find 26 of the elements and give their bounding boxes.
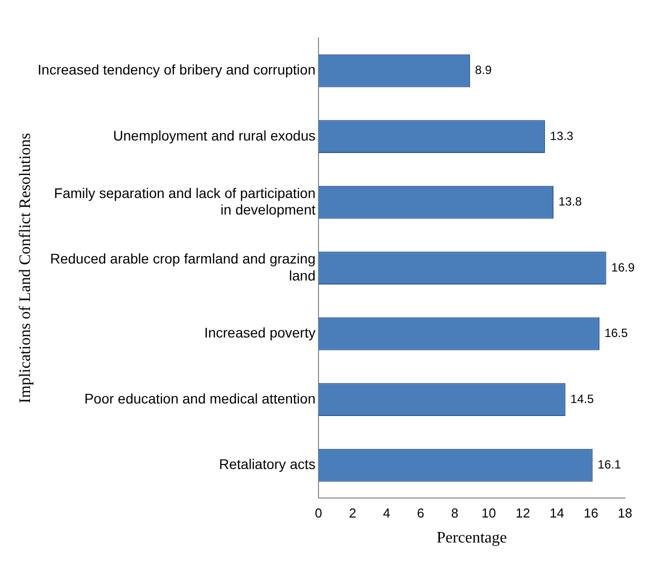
y-tick-label: Increased tendency of bribery and corruption	[38, 62, 316, 78]
x-tick-label: 6	[417, 506, 424, 521]
data-label: 13.8	[558, 194, 582, 209]
y-tick-label: Poor education and medical attention	[84, 390, 316, 406]
x-tick-label: 18	[618, 506, 632, 521]
x-tick-label: 0	[314, 506, 322, 521]
data-label: 16.1	[598, 458, 622, 472]
x-tick-label: 2	[348, 506, 356, 521]
data-label: 16.9	[611, 260, 635, 274]
y-tick-label: Unemployment and rural exodus	[113, 127, 316, 144]
data-label: 16.5	[604, 326, 628, 340]
x-tick-label: 12	[516, 506, 530, 521]
x-tick-label: 14	[550, 506, 564, 521]
x-axis-title: Percentage	[436, 530, 507, 547]
x-tick-label: 4	[382, 506, 390, 521]
data-label: 14.5	[570, 392, 594, 406]
x-tick-label: 16	[584, 506, 598, 521]
data-label: 13.3	[550, 128, 574, 143]
y-tick-label: Reduced arable crop farmland and grazing land	[50, 250, 316, 284]
y-tick-label: Retaliatory acts	[219, 456, 316, 472]
y-tick-label: Increased poverty	[204, 324, 316, 341]
y-axis-title: Implications of Land Conflict Resolutions	[16, 133, 34, 404]
x-tick-label: 8	[451, 506, 458, 521]
y-tick-label: Family separation and lack of participation in development	[54, 184, 316, 218]
x-tick-label: 10	[482, 506, 496, 521]
data-label: 8.9	[475, 63, 492, 78]
